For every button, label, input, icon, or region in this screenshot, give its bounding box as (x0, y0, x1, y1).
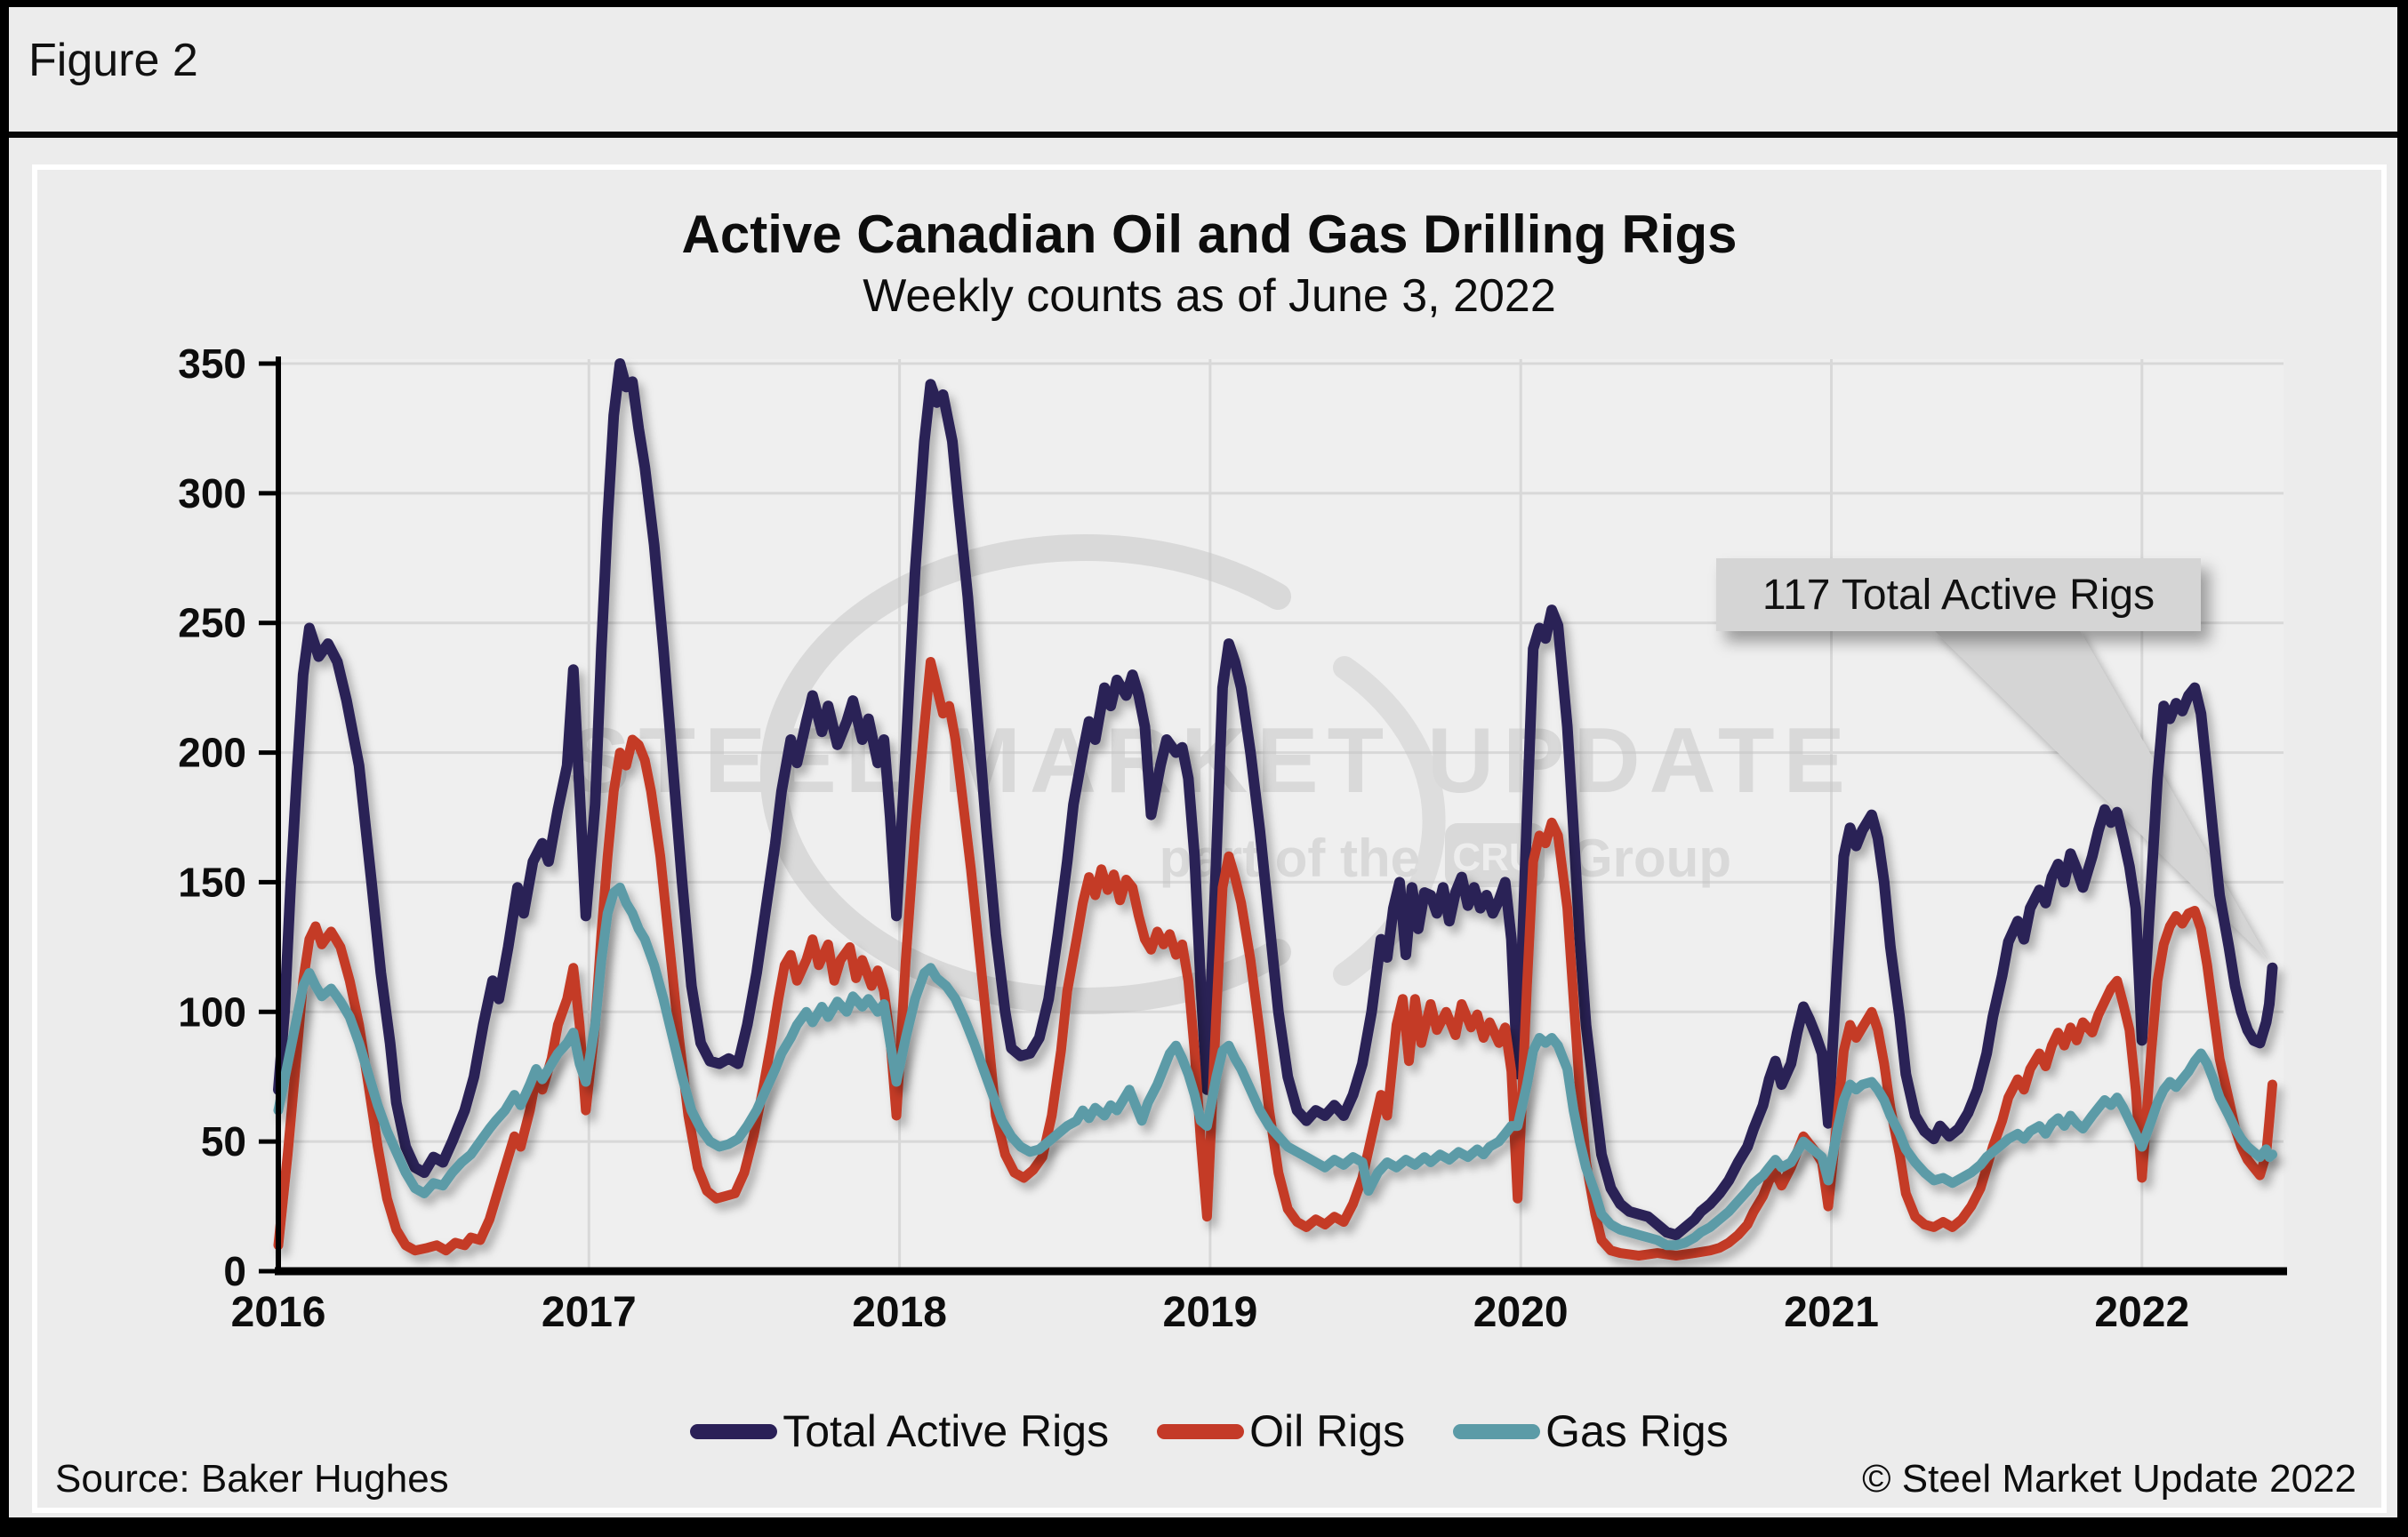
header-divider (9, 133, 2397, 138)
legend-item-gas: Gas Rigs (1453, 1405, 1729, 1457)
axes (259, 356, 2287, 1276)
copyright-note: © Steel Market Update 2022 (1862, 1457, 2356, 1501)
legend-label-oil: Oil Rigs (1249, 1406, 1406, 1456)
legend-label-gas: Gas Rigs (1545, 1406, 1729, 1456)
x-tick-label: 2018 (852, 1289, 947, 1336)
watermark-sub-suffix: Group (1571, 829, 1731, 888)
callout-bubble: 117 Total Active Rigs (1716, 558, 2201, 631)
chart-subtitle: Weekly counts as of June 3, 2022 (863, 270, 1556, 322)
gas-rigs-swatch-icon (1453, 1423, 1541, 1439)
gas-rigs-line (273, 882, 2277, 1251)
legend-label-total: Total Active Rigs (783, 1406, 1110, 1456)
legend-item-total: Total Active Rigs (690, 1405, 1109, 1457)
x-tick-label: 2020 (1473, 1289, 1569, 1336)
y-tick-label: 100 (178, 989, 246, 1035)
total-active-rigs-line (273, 358, 2278, 1241)
y-tick-label: 50 (201, 1118, 246, 1165)
legend-item-oil: Oil Rigs (1157, 1405, 1405, 1457)
total-active-rigs-swatch-icon (690, 1423, 778, 1439)
legend: Total Active Rigs Oil Rigs Gas Rigs (37, 1405, 2381, 1457)
callout-text: 117 Total Active Rigs (1762, 571, 2155, 619)
oil-rigs-swatch-icon (1157, 1423, 1245, 1439)
chart-panel: STEEL MARKET UPDATE part of the CRU Group 0 5… (32, 164, 2387, 1513)
watermark-sub-prefix: part of the (1160, 829, 1420, 888)
source-note: Source: Baker Hughes (55, 1457, 449, 1501)
x-tick-label: 2017 (542, 1289, 637, 1336)
figure-label: Figure 2 (28, 35, 198, 86)
y-tick-label: 300 (178, 470, 246, 516)
x-tick-label: 2021 (1784, 1289, 1879, 1336)
watermark-main-text: STEEL MARKET UPDATE (568, 709, 1854, 813)
y-tick-label: 150 (178, 859, 246, 905)
x-tick-label: 2022 (2094, 1289, 2189, 1336)
x-tick-label: 2016 (231, 1289, 326, 1336)
y-tick-label: 0 (223, 1248, 246, 1294)
callout-pointer (1931, 628, 2269, 961)
x-tick-label: 2019 (1163, 1289, 1258, 1336)
y-tick-label: 250 (178, 600, 246, 646)
chart-title: Active Canadian Oil and Gas Drilling Rig… (681, 204, 1738, 264)
y-tick-label: 350 (178, 340, 246, 387)
figure-header: Figure 2 (9, 7, 2397, 132)
y-tick-label: 200 (178, 730, 246, 776)
